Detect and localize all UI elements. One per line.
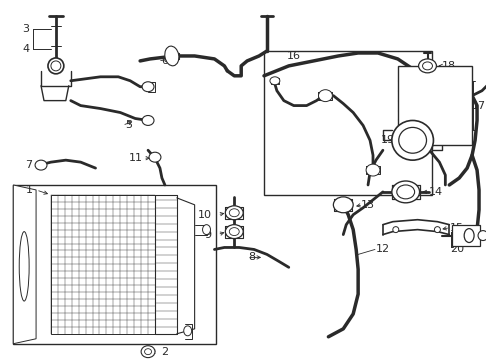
Text: 7: 7 <box>25 160 33 170</box>
Text: 20: 20 <box>449 244 463 255</box>
Ellipse shape <box>144 349 151 355</box>
Ellipse shape <box>142 116 154 125</box>
Ellipse shape <box>142 82 154 92</box>
Text: 14: 14 <box>427 187 442 197</box>
Text: 18: 18 <box>441 61 455 71</box>
Text: 11: 11 <box>129 153 143 163</box>
Text: 12: 12 <box>375 244 389 255</box>
Ellipse shape <box>433 227 440 233</box>
Ellipse shape <box>333 197 352 213</box>
Polygon shape <box>13 185 36 344</box>
Ellipse shape <box>396 185 414 199</box>
Text: 5: 5 <box>124 121 131 130</box>
Text: 3: 3 <box>22 24 30 34</box>
Ellipse shape <box>202 225 210 235</box>
Ellipse shape <box>318 90 332 102</box>
Bar <box>451 225 479 247</box>
Ellipse shape <box>398 127 426 153</box>
Ellipse shape <box>422 62 431 70</box>
Bar <box>51 195 155 334</box>
Ellipse shape <box>392 227 398 233</box>
Text: 8: 8 <box>248 252 255 262</box>
Ellipse shape <box>51 61 61 71</box>
Ellipse shape <box>164 46 179 66</box>
Ellipse shape <box>366 164 379 176</box>
Text: 4: 4 <box>22 44 30 54</box>
Ellipse shape <box>183 326 191 336</box>
Bar <box>13 185 216 344</box>
Text: 19: 19 <box>380 135 394 145</box>
Ellipse shape <box>141 346 155 357</box>
Text: 17: 17 <box>471 100 485 111</box>
Bar <box>397 66 471 145</box>
Ellipse shape <box>269 77 279 85</box>
Ellipse shape <box>418 59 435 73</box>
Text: 15: 15 <box>449 222 463 233</box>
Text: 13: 13 <box>360 200 374 210</box>
Text: 2: 2 <box>161 347 168 357</box>
Text: 1: 1 <box>25 185 33 195</box>
Text: 10: 10 <box>197 210 211 220</box>
Ellipse shape <box>48 58 64 74</box>
Ellipse shape <box>477 231 487 240</box>
Ellipse shape <box>229 209 239 217</box>
Ellipse shape <box>391 121 432 160</box>
Ellipse shape <box>391 181 419 203</box>
Bar <box>264 51 431 195</box>
Ellipse shape <box>463 229 473 243</box>
Ellipse shape <box>19 231 29 301</box>
Ellipse shape <box>229 228 239 235</box>
Ellipse shape <box>225 206 243 220</box>
Ellipse shape <box>35 160 47 170</box>
Ellipse shape <box>225 225 243 239</box>
Text: 16: 16 <box>286 51 300 61</box>
Text: 6: 6 <box>161 56 168 66</box>
Text: 9: 9 <box>203 230 211 239</box>
Ellipse shape <box>149 152 161 162</box>
